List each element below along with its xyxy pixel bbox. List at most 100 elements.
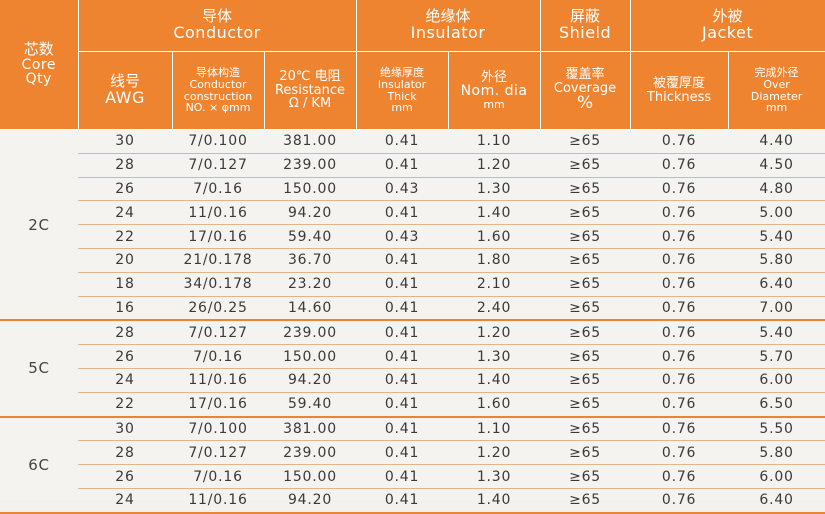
od-en2: Diameter (750, 89, 803, 103)
resistance-cell: 94.20 (264, 200, 357, 226)
over-diameter-cell: 7.00 (728, 296, 825, 322)
jacket-thickness-cell: 0.76 (630, 440, 729, 466)
resistance-cell: 150.00 (264, 464, 357, 489)
table-row: 24 11/0.16 94.20 0.41 1.40 ≥65 0.76 6.00 (0, 368, 825, 393)
nom-dia-cell: 1.40 (448, 200, 541, 226)
coverage-cell: ≥65 (540, 440, 631, 466)
nom-dia-cell: 1.80 (448, 248, 541, 273)
ins-thick-en1: Insulator (377, 77, 427, 91)
jacket-thickness-cell: 0.76 (630, 129, 729, 154)
header-core-qty: 芯数 Core Qty (0, 0, 79, 130)
resistance-en: Resistance (274, 82, 346, 98)
nom-dia-zh: 外径 (481, 69, 508, 85)
jacket-thickness-cell: 0.76 (630, 177, 729, 202)
conductor-en: Conductor (173, 22, 261, 42)
awg-cell: 28 (78, 440, 172, 466)
resistance-cell: 59.40 (264, 224, 357, 249)
coverage-cell: ≥65 (540, 224, 631, 249)
insulator-thick-cell: 0.41 (356, 153, 449, 178)
table-row: 24 11/0.16 94.20 0.41 1.40 ≥65 0.76 5.00 (0, 200, 825, 226)
over-diameter-cell: 6.00 (728, 464, 825, 489)
jacket-thickness-cell: 0.76 (630, 248, 729, 273)
od-unit: mm (765, 101, 788, 115)
resistance-unit: Ω / KM (288, 96, 332, 112)
core-qty-cell: 2C (0, 129, 78, 322)
table-row: 28 7/0.127 239.00 0.41 1.20 ≥65 0.76 5.80 (0, 440, 825, 466)
over-diameter-cell: 5.40 (728, 224, 825, 249)
nom-dia-cell: 1.20 (448, 440, 541, 466)
resistance-cell: 381.00 (264, 129, 357, 154)
insulator-thick-cell: 0.43 (356, 224, 449, 249)
coverage-cell: ≥65 (540, 392, 631, 418)
jacket-thickness-cell: 0.76 (630, 200, 729, 226)
jacket-en: Jacket (701, 22, 754, 42)
coverage-cell: ≥65 (540, 344, 631, 369)
jacket-thickness-cell: 0.76 (630, 153, 729, 178)
construction-zh: 导体构造 (196, 66, 240, 80)
table-row: 22 17/0.16 59.40 0.41 1.60 ≥65 0.76 6.50 (0, 392, 825, 418)
nom-dia-cell: 1.20 (448, 320, 541, 346)
nom-dia-unit: mm (483, 97, 505, 111)
construction-cell: 34/0.178 (172, 272, 264, 297)
od-zh: 完成外径 (754, 66, 799, 80)
jacket-thickness-cell: 0.76 (630, 368, 729, 393)
insulator-thick-cell: 0.41 (356, 320, 449, 346)
construction-cell: 7/0.16 (172, 464, 264, 489)
insulator-zh: 绝缘体 (425, 7, 471, 26)
header-jacket-thickness: 被覆厚度 Thickness (630, 51, 729, 130)
insulator-thick-cell: 0.41 (356, 344, 449, 369)
jk-thick-en: Thickness (646, 89, 712, 105)
insulator-thick-cell: 0.41 (356, 200, 449, 226)
over-diameter-cell: 6.50 (728, 392, 825, 418)
construction-cell: 17/0.16 (172, 224, 264, 249)
nom-dia-cell: 1.30 (448, 464, 541, 489)
awg-cell: 28 (78, 320, 172, 346)
awg-cell: 28 (78, 153, 172, 178)
qty-en2: Qty (25, 71, 52, 88)
ins-thick-unit: mm (391, 101, 413, 115)
coverage-cell: ≥65 (540, 248, 631, 273)
insulator-thick-cell: 0.41 (356, 392, 449, 418)
awg-en: AWG (105, 87, 145, 107)
awg-cell: 22 (78, 392, 172, 418)
nom-dia-cell: 2.40 (448, 296, 541, 322)
insulator-en: Insulator (410, 22, 486, 42)
jacket-thickness-cell: 0.76 (630, 464, 729, 489)
table-row: 26 7/0.16 150.00 0.41 1.30 ≥65 0.76 6.00 (0, 464, 825, 489)
header-awg: 线号 AWG (78, 51, 173, 130)
insulator-thick-cell: 0.41 (356, 129, 449, 154)
over-diameter-cell: 4.40 (728, 129, 825, 154)
construction-en2: construction (183, 89, 253, 103)
nom-dia-cell: 1.30 (448, 344, 541, 369)
construction-unit: NO. × φmm (185, 101, 251, 115)
resistance-cell: 381.00 (264, 416, 357, 442)
core-qty-cell: 5C (0, 320, 78, 418)
insulator-thick-cell: 0.41 (356, 464, 449, 489)
awg-cell: 16 (78, 296, 172, 322)
nom-dia-cell: 1.60 (448, 392, 541, 418)
over-diameter-cell: 4.80 (728, 177, 825, 202)
construction-cell: 11/0.16 (172, 368, 264, 393)
table-row: 28 7/0.127 239.00 0.41 1.20 ≥65 0.76 4.50 (0, 153, 825, 178)
construction-cell: 17/0.16 (172, 392, 264, 418)
resistance-cell: 239.00 (264, 320, 357, 346)
nom-dia-cell: 1.40 (448, 488, 541, 514)
jacket-thickness-cell: 0.76 (630, 392, 729, 418)
construction-cell: 21/0.178 (172, 248, 264, 273)
coverage-cell: ≥65 (540, 272, 631, 297)
nom-dia-cell: 1.40 (448, 368, 541, 393)
over-diameter-cell: 5.80 (728, 440, 825, 466)
table-row: 24 11/0.16 94.20 0.41 1.40 ≥65 0.76 6.40 (0, 488, 825, 514)
awg-cell: 26 (78, 464, 172, 489)
over-diameter-cell: 6.40 (728, 488, 825, 514)
table-row: 5C 28 7/0.127 239.00 0.41 1.20 ≥65 0.76 5.40 (0, 320, 825, 418)
awg-cell: 24 (78, 200, 172, 226)
coverage-en: Coverage (553, 80, 617, 96)
over-diameter-cell: 5.50 (728, 416, 825, 442)
construction-cell: 7/0.16 (172, 177, 264, 202)
construction-cell: 11/0.16 (172, 488, 264, 514)
nom-dia-cell: 1.20 (448, 153, 541, 178)
header-insulator-thick: 绝缘厚度 Insulator Thick mm (356, 51, 449, 130)
resistance-cell: 150.00 (264, 344, 357, 369)
